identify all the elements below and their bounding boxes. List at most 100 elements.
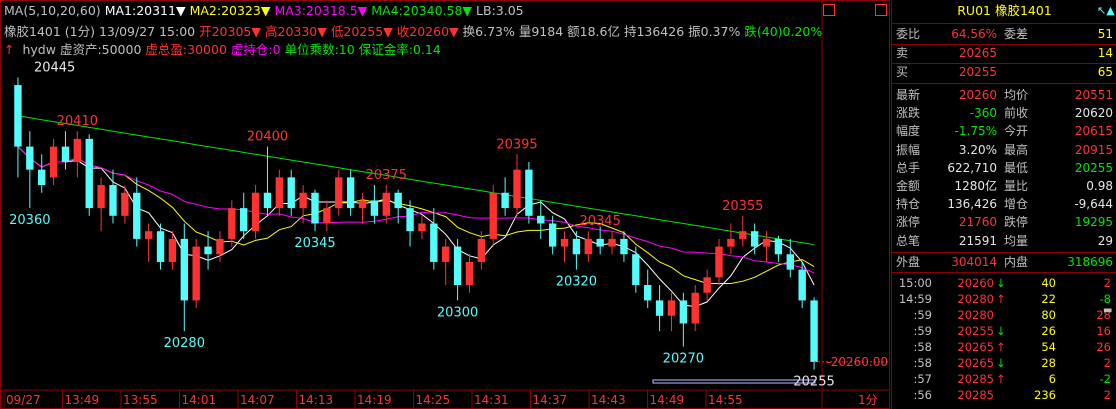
account-arrow-icon: ↑ bbox=[4, 42, 19, 57]
ma4-line bbox=[17, 115, 815, 246]
tick-delta: 28 bbox=[1096, 308, 1111, 322]
ma3-line bbox=[17, 146, 815, 274]
price-annotation: 20345 bbox=[579, 214, 620, 229]
ma-value-0: MA(5,10,20,60) bbox=[4, 3, 101, 18]
candle bbox=[192, 238, 200, 309]
candle bbox=[667, 292, 676, 332]
candlestick-chart[interactable]: 20445 20410 20360 20280 20400 20345 20375 20300… bbox=[0, 0, 890, 409]
candle bbox=[335, 169, 343, 216]
candle bbox=[358, 192, 367, 224]
last-price-label: -20260.00 bbox=[826, 355, 888, 369]
stat-row: 总笔 21591 均量 29 bbox=[892, 233, 1116, 250]
tick-row: :59 20280 80 28 bbox=[892, 308, 1116, 323]
stat-row-label2: 增仓 bbox=[1004, 197, 1029, 212]
candle bbox=[406, 200, 414, 247]
tick-time: :57 bbox=[913, 372, 932, 386]
tick-scroll-icon[interactable]: ▬ bbox=[1103, 305, 1113, 316]
candle bbox=[156, 223, 165, 270]
candle bbox=[620, 231, 628, 262]
stat-row-label: 振幅 bbox=[896, 142, 921, 157]
stat-row-value: 1280亿 bbox=[954, 179, 997, 193]
period-label[interactable]: 1分 bbox=[858, 393, 878, 407]
window-restore-icon[interactable] bbox=[875, 4, 887, 16]
candle bbox=[97, 177, 105, 232]
price-annotation: 20400 bbox=[247, 130, 288, 145]
candle bbox=[26, 131, 34, 209]
stat-row-label: 持仓 bbox=[896, 197, 921, 212]
stat-row-value2: 20620 bbox=[1074, 106, 1113, 121]
stat-row-label: 金额 bbox=[896, 179, 921, 193]
time-label: 14:49 bbox=[650, 393, 685, 407]
tick-volume: 6 bbox=[1048, 372, 1056, 386]
quote-header-line: 橡胶1401 (1分) 13/09/27 15:00 开20305▼ 高20330▼… bbox=[4, 21, 826, 40]
order-row: 买 20255 65 bbox=[892, 64, 1116, 81]
price-annotation: 20280 bbox=[164, 336, 205, 351]
candle bbox=[715, 238, 723, 286]
candle bbox=[109, 169, 117, 224]
price-annotation: 20445 bbox=[34, 60, 75, 75]
order-row-value: 20265 bbox=[958, 46, 997, 60]
price-annotation: 20255 bbox=[793, 375, 834, 390]
time-label: 14:31 bbox=[474, 393, 509, 407]
stat-row-value2: 29 bbox=[1097, 233, 1113, 248]
order-row-value2: 65 bbox=[1097, 65, 1113, 79]
stat-row-label2: 前收 bbox=[1004, 106, 1029, 121]
panel-title: RU01 橡胶1401 bbox=[957, 3, 1052, 18]
price-annotation: 20375 bbox=[366, 168, 407, 183]
account-value-4: 单位乘数:10 bbox=[284, 42, 355, 57]
time-label: 14:43 bbox=[591, 393, 626, 407]
tick-price: 20265 bbox=[957, 340, 994, 354]
tick-price: 20285 bbox=[957, 388, 994, 402]
time-label: 13:55 bbox=[123, 393, 158, 407]
stat-row-label2: 量比 bbox=[1004, 179, 1029, 193]
stat-row-value2: 20915 bbox=[1074, 142, 1113, 157]
stat-row-value: 3.20% bbox=[958, 142, 997, 157]
panel-divider bbox=[892, 63, 1116, 64]
tick-price: 20280 bbox=[957, 308, 994, 322]
stat-row-value2: 20551 bbox=[1074, 88, 1113, 102]
volume-side-row-value: 304014 bbox=[951, 255, 997, 269]
price-annotation: 20355 bbox=[722, 199, 763, 214]
stat-row-value2: 20615 bbox=[1074, 124, 1113, 139]
stat-row-value: 21760 bbox=[958, 215, 997, 230]
price-annotation: 20345 bbox=[294, 236, 335, 251]
candle bbox=[251, 185, 260, 239]
candle bbox=[786, 238, 794, 278]
volume-side-row-label2: 内盘 bbox=[1004, 255, 1029, 269]
period-toggle-icon[interactable] bbox=[823, 4, 835, 16]
tick-row: 14:59 20280 ↑ 22 -8 bbox=[892, 292, 1116, 307]
candle bbox=[465, 254, 474, 293]
candle bbox=[525, 161, 533, 224]
candle bbox=[762, 231, 771, 262]
ma-value-2: MA2:20323▼ bbox=[189, 3, 271, 18]
candle bbox=[370, 185, 379, 224]
candle bbox=[655, 285, 664, 332]
candle bbox=[180, 223, 188, 332]
ma-value-3: MA3:20318.5▼ bbox=[274, 3, 368, 18]
panel-divider bbox=[892, 252, 1116, 253]
candle bbox=[61, 131, 70, 170]
stat-row: 幅度 -1.75% 今开 20615 bbox=[892, 123, 1116, 140]
account-value-0: hydw bbox=[22, 42, 56, 57]
stat-row: 持仓 136,426 增仓 -9,644 bbox=[892, 196, 1116, 213]
order-row-value2: 51 bbox=[1097, 27, 1113, 41]
order-row-value: 20255 bbox=[958, 65, 997, 79]
candle bbox=[430, 208, 438, 270]
quote-value-3: 低20255▼ bbox=[330, 24, 393, 39]
order-row-value: 64.56% bbox=[951, 27, 997, 41]
order-row-label: 买 bbox=[896, 65, 909, 79]
stat-row-label: 最新 bbox=[896, 88, 921, 102]
tick-row: :59 20255 ↓ 26 16 bbox=[892, 324, 1116, 339]
stat-row-label: 总手 bbox=[896, 160, 921, 175]
stat-row-label: 总笔 bbox=[896, 233, 921, 248]
candle bbox=[14, 77, 22, 178]
candle bbox=[121, 185, 129, 224]
stat-row-value2: 19295 bbox=[1074, 215, 1113, 230]
tick-row: :58 20265 ↑ 54 26 bbox=[892, 340, 1116, 355]
ma-value-4: MA4:20340.58▼ bbox=[371, 3, 473, 18]
candle bbox=[394, 189, 402, 224]
candle bbox=[228, 200, 236, 247]
stat-row: 最新 20260 均价 20551 bbox=[892, 87, 1116, 104]
panel-arrow-icon[interactable]: ↖▲ bbox=[1097, 4, 1115, 17]
tick-delta: 2 bbox=[1103, 356, 1111, 370]
